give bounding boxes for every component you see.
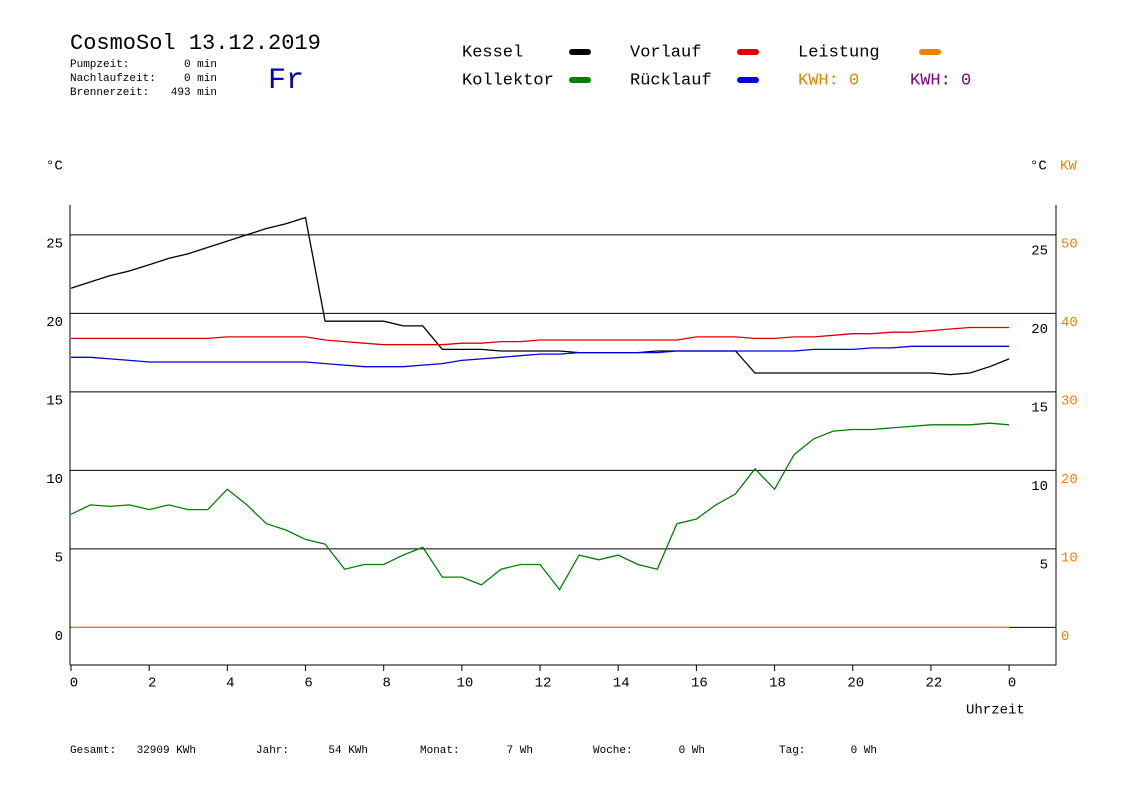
y-tick-label: 10: [46, 472, 63, 488]
stat-label: Nachlaufzeit:: [70, 73, 156, 85]
x-tick-label: 0: [70, 676, 78, 692]
x-tick-label: 4: [226, 676, 234, 692]
stat-value: 493 min: [171, 87, 217, 99]
stat-value: 0 min: [184, 73, 217, 85]
y2-tick-label: 40: [1061, 315, 1078, 331]
x-tick-label: 22: [926, 676, 943, 692]
x-tick-label: 6: [304, 676, 312, 692]
x-tick-label: 8: [382, 676, 390, 692]
total-value: 0 Wh: [851, 745, 877, 757]
series-line: [71, 326, 1010, 346]
y-tick-label: 25: [46, 237, 63, 253]
y2-tick-label: 30: [1061, 394, 1078, 410]
y-tick-label: 5: [55, 551, 63, 567]
kwh-label: KWH: 0: [798, 71, 859, 90]
legend-label: Leistung: [798, 43, 880, 62]
x-tick-label: 0: [1008, 676, 1016, 692]
y-tick-label-right: 20: [1031, 322, 1048, 338]
y-tick-label: 20: [46, 315, 63, 331]
total-label: Monat:: [420, 745, 460, 757]
legend-label: Kollektor: [462, 71, 554, 90]
total-value: 7 Wh: [507, 745, 533, 757]
total-label: Gesamt:: [70, 745, 116, 757]
total-value: 32909 KWh: [137, 745, 196, 757]
y-tick-label-right: 15: [1031, 401, 1048, 417]
x-tick-label: 10: [456, 676, 473, 692]
total-label: Jahr:: [256, 745, 289, 757]
legend-label: Rücklauf: [630, 71, 712, 90]
y-axis-label: °C: [46, 159, 63, 175]
series-line: [71, 345, 1010, 368]
x-tick-label: 14: [613, 676, 630, 692]
y-tick-label-right: 25: [1031, 244, 1048, 260]
total-label: Tag:: [779, 745, 805, 757]
y2-tick-label: 10: [1061, 551, 1078, 567]
x-axis-label: Uhrzeit: [966, 703, 1025, 719]
y-tick-label-right: 10: [1031, 479, 1048, 495]
y2-tick-label: 20: [1061, 472, 1078, 488]
weekday: Fr: [268, 64, 304, 98]
legend-label: Vorlauf: [630, 43, 701, 62]
stat-value: 0 min: [184, 59, 217, 71]
total-label: Woche:: [593, 745, 633, 757]
x-tick-label: 16: [691, 676, 708, 692]
stat-label: Pumpzeit:: [70, 59, 129, 71]
y2-axis-label: °C: [1030, 159, 1047, 175]
y2-tick-label: 0: [1061, 629, 1069, 645]
y-tick-label: 15: [46, 394, 63, 410]
x-tick-label: 18: [769, 676, 786, 692]
legend-label: Kessel: [462, 43, 523, 62]
x-tick-label: 20: [847, 676, 864, 692]
total-value: 54 KWh: [328, 745, 368, 757]
y-tick-label: 0: [55, 629, 63, 645]
series-line: [70, 216, 1010, 376]
chart-title: CosmoSol 13.12.2019: [70, 31, 321, 56]
y2-unit: KW: [1060, 159, 1077, 175]
y2-tick-label: 50: [1061, 237, 1078, 253]
total-value: 0 Wh: [679, 745, 705, 757]
x-tick-label: 12: [535, 676, 552, 692]
kwh-label: KWH: 0: [910, 71, 971, 90]
series-line: [70, 422, 1010, 591]
y-tick-label-right: 5: [1040, 558, 1048, 574]
stat-label: Brennerzeit:: [70, 87, 149, 99]
x-tick-label: 2: [148, 676, 156, 692]
